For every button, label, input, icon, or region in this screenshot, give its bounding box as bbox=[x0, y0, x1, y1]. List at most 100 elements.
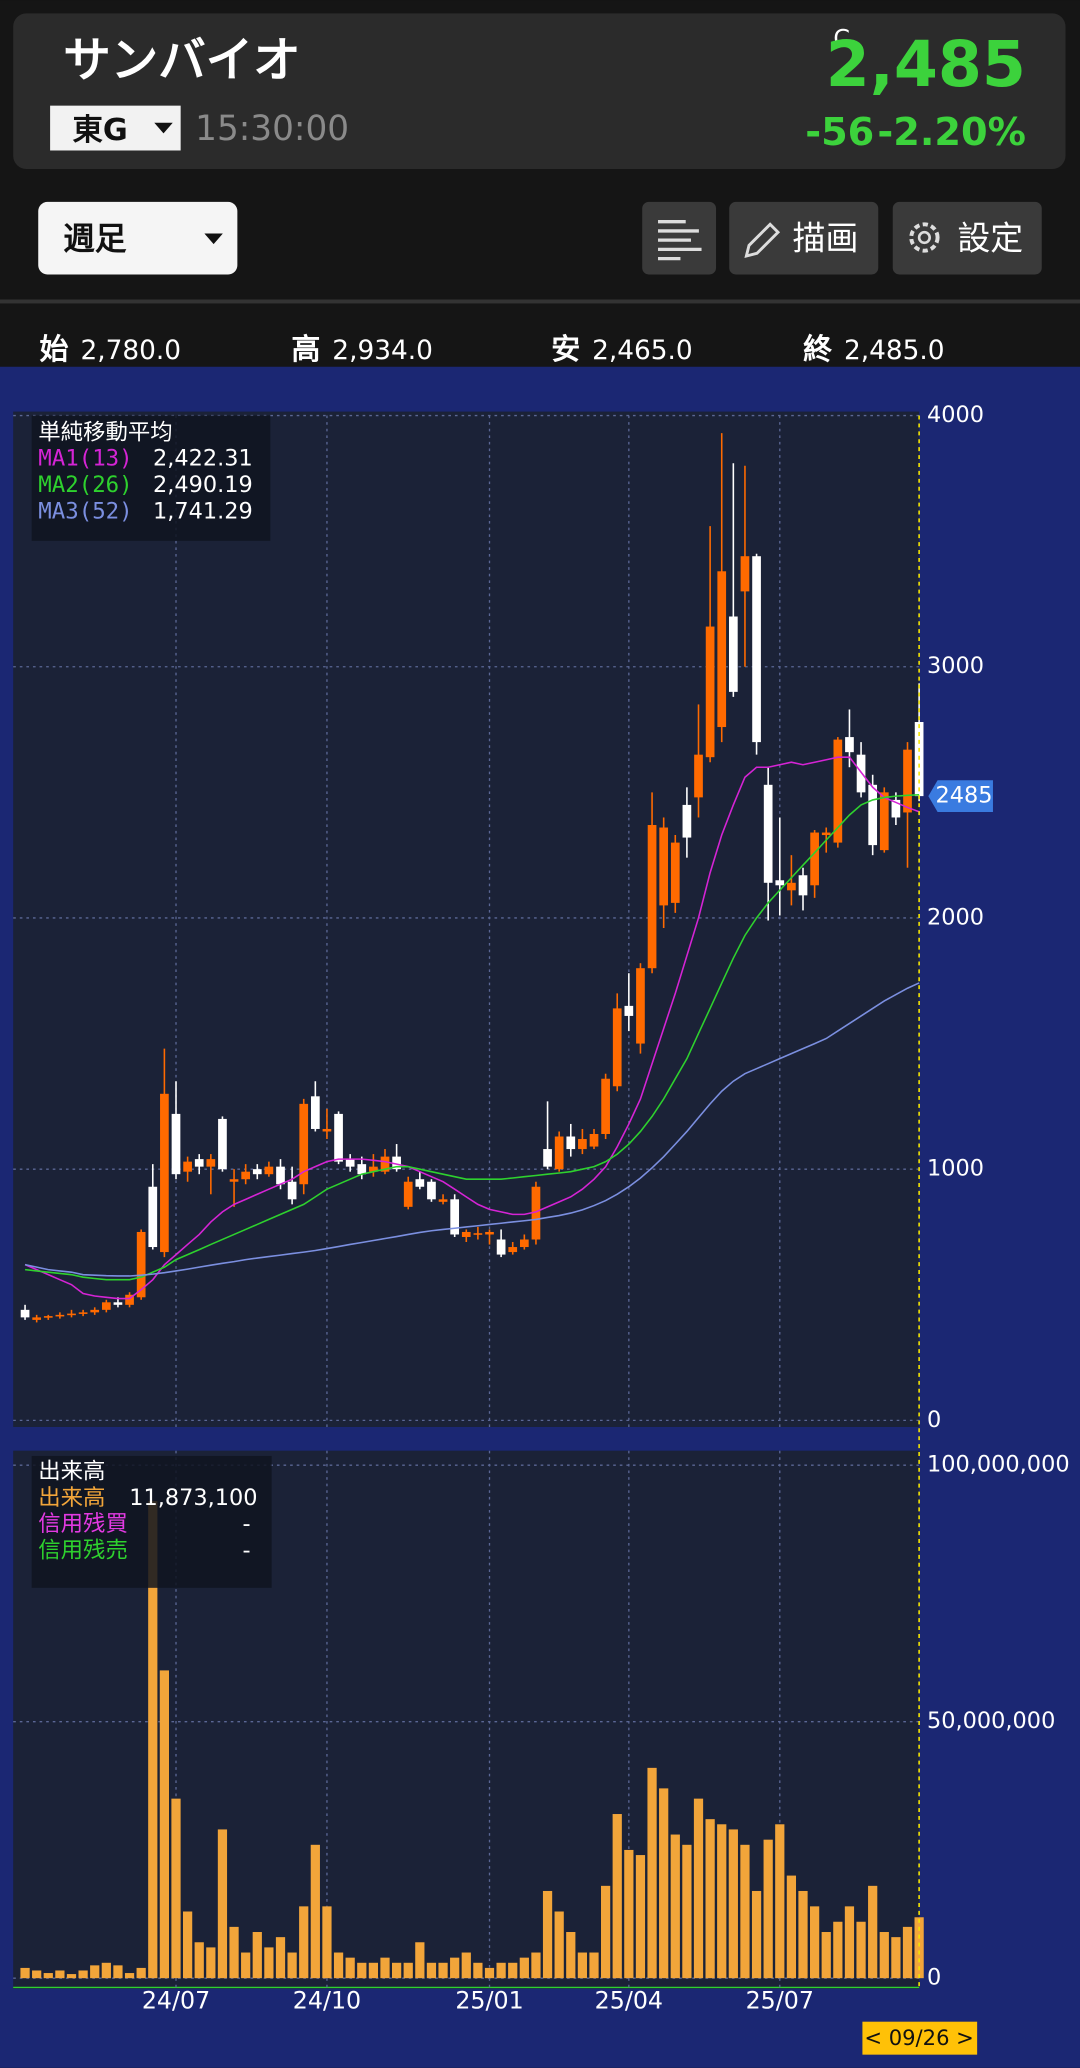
y-tick-label: 50,000,000 bbox=[927, 1708, 1055, 1734]
candle-body bbox=[763, 784, 773, 883]
volume-bar bbox=[368, 1962, 379, 1979]
candle-body bbox=[670, 842, 680, 903]
candle-body bbox=[578, 1139, 587, 1150]
candle-body bbox=[218, 1118, 227, 1170]
candle-body bbox=[392, 1156, 401, 1170]
volume-bar bbox=[217, 1829, 228, 1979]
x-tick-label: 25/01 bbox=[455, 1986, 523, 2014]
time: 15:30:00 bbox=[195, 109, 349, 149]
candle-body bbox=[566, 1136, 576, 1150]
legend-value: 11,873,100 bbox=[129, 1485, 257, 1511]
volume-bar bbox=[624, 1849, 634, 1979]
volume-bar bbox=[542, 1890, 553, 1979]
volume-bar bbox=[682, 1844, 692, 1979]
volume-bar bbox=[519, 1957, 529, 1979]
settings-button[interactable] bbox=[892, 201, 1042, 275]
volume-bar bbox=[670, 1834, 680, 1979]
volume-bar bbox=[275, 1937, 286, 1979]
ma-line bbox=[24, 982, 920, 1277]
volume-bar bbox=[891, 1937, 901, 1979]
layout-button[interactable] bbox=[642, 201, 717, 275]
volume-bar bbox=[566, 1932, 576, 1979]
y-tick-label: 0 bbox=[927, 1965, 941, 1991]
legend-name: 信用残売 bbox=[38, 1538, 128, 1564]
candle-body bbox=[403, 1181, 413, 1207]
volume-bar bbox=[879, 1932, 889, 1979]
candle-body bbox=[160, 1093, 169, 1253]
divider bbox=[0, 299, 1080, 304]
header-panel bbox=[13, 13, 1066, 169]
candle-body bbox=[90, 1309, 100, 1313]
y-tick-label: 2000 bbox=[927, 904, 984, 930]
change: -56 bbox=[805, 111, 874, 155]
volume-bar bbox=[461, 1952, 471, 1979]
volume-bar bbox=[206, 1947, 216, 1979]
candle-body bbox=[543, 1149, 552, 1167]
volume-bar bbox=[229, 1926, 239, 1979]
candle-body bbox=[125, 1294, 134, 1305]
volume-bar bbox=[717, 1824, 727, 1979]
legend-value: - bbox=[242, 1538, 250, 1564]
x-tick-label: 24/10 bbox=[293, 1986, 361, 2014]
volume-bar bbox=[473, 1962, 483, 1979]
ohlc-value: 2,485.0 bbox=[844, 336, 945, 366]
ohlc-value: 2,465.0 bbox=[592, 336, 693, 366]
volume-bar bbox=[403, 1962, 413, 1979]
price-tag-label: 2485 bbox=[935, 783, 992, 809]
candle-body bbox=[20, 1309, 30, 1318]
candle-body bbox=[78, 1312, 88, 1314]
dropdown-arrow bbox=[204, 233, 223, 245]
draw-label: 描画 bbox=[793, 218, 859, 257]
candle-body bbox=[775, 880, 785, 886]
legend-value: 1,741.29 bbox=[153, 498, 253, 524]
candle-body bbox=[705, 626, 715, 758]
volume-bar bbox=[90, 1965, 100, 1979]
candle-body bbox=[833, 739, 843, 843]
candle-body bbox=[380, 1156, 390, 1172]
volume-bar bbox=[415, 1942, 425, 1979]
market-label: 東G bbox=[73, 113, 128, 148]
volume-bar bbox=[345, 1957, 355, 1979]
candle-body bbox=[264, 1166, 274, 1175]
candle-body bbox=[531, 1186, 541, 1240]
volume-bar bbox=[635, 1855, 646, 1979]
candle-body bbox=[32, 1317, 42, 1320]
candle-body bbox=[345, 1159, 355, 1167]
candle-body bbox=[496, 1239, 506, 1255]
candle-body bbox=[879, 792, 889, 851]
candle-body bbox=[241, 1171, 251, 1180]
candle-body bbox=[369, 1166, 378, 1172]
candle-body bbox=[694, 754, 703, 798]
volume-bar bbox=[647, 1767, 657, 1979]
candle-body bbox=[682, 804, 692, 838]
candle-body bbox=[299, 1103, 309, 1185]
candle-body bbox=[136, 1231, 146, 1298]
period-select[interactable] bbox=[38, 201, 238, 275]
draw-button[interactable] bbox=[729, 201, 879, 275]
candle-body bbox=[612, 1008, 622, 1087]
volume-bar bbox=[868, 1885, 878, 1979]
volume-bar bbox=[78, 1970, 88, 1979]
volume-bar bbox=[171, 1798, 181, 1979]
candle-body bbox=[427, 1181, 436, 1200]
y-tick-label: 100,000,000 bbox=[927, 1452, 1070, 1478]
volume-bar bbox=[728, 1829, 738, 1979]
volume-bar bbox=[496, 1962, 506, 1979]
volume-bar bbox=[810, 1906, 820, 1979]
candle-body bbox=[310, 1096, 320, 1129]
volume-bar bbox=[914, 1917, 924, 1979]
candle-body bbox=[357, 1164, 367, 1175]
date-tag-label: < 09/26 > bbox=[864, 2025, 973, 2050]
x-tick-label: 25/07 bbox=[746, 1986, 814, 2014]
candle-body bbox=[113, 1302, 123, 1305]
gear-icon-center bbox=[917, 230, 931, 245]
volume-bar bbox=[101, 1962, 111, 1979]
pencil-icon bbox=[744, 222, 781, 258]
candle-body bbox=[43, 1316, 53, 1318]
candle-body bbox=[206, 1159, 216, 1167]
candle-body bbox=[183, 1161, 192, 1172]
volume-bar bbox=[601, 1885, 611, 1979]
candle-body bbox=[322, 1128, 332, 1132]
date-tag bbox=[862, 2021, 978, 2055]
